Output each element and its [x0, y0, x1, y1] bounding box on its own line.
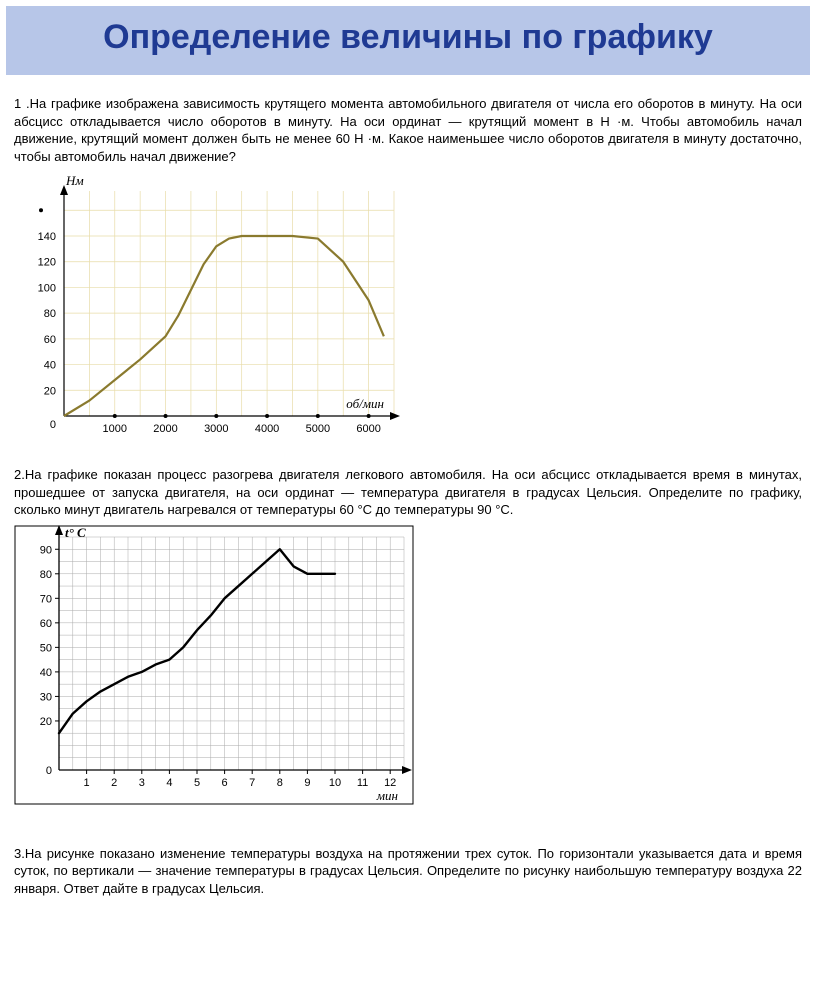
content-area: 1 .На графике изображена зависимость кру…	[0, 75, 816, 913]
problem-2-label: 2.	[14, 467, 25, 482]
problem-2-body: На графике показан процесс разогрева дви…	[14, 467, 802, 517]
svg-text:11: 11	[357, 777, 368, 789]
svg-text:80: 80	[44, 308, 56, 320]
svg-text:10: 10	[329, 777, 341, 789]
svg-text:0: 0	[46, 765, 52, 777]
svg-text:20: 20	[44, 386, 56, 398]
problem-2-text: 2.На графике показан процесс разогрева д…	[14, 466, 802, 519]
problem-1-body: На графике изображена зависимость крутящ…	[14, 96, 802, 164]
svg-text:20: 20	[40, 716, 52, 728]
svg-text:8: 8	[277, 777, 283, 789]
svg-text:6000: 6000	[356, 423, 380, 435]
svg-text:2000: 2000	[153, 423, 177, 435]
svg-text:1000: 1000	[103, 423, 127, 435]
svg-text:140: 140	[38, 231, 56, 243]
svg-text:30: 30	[40, 691, 52, 703]
svg-text:50: 50	[40, 642, 52, 654]
page-header: Определение величины по графику	[6, 6, 810, 75]
svg-text:1: 1	[84, 777, 90, 789]
problem-3-body: На рисунке показано изменение температур…	[14, 846, 802, 896]
svg-text:4: 4	[166, 777, 172, 789]
chart-2: 20304050607080900123456789101112t° Cмин	[14, 525, 802, 805]
svg-text:80: 80	[40, 569, 52, 581]
svg-text:2: 2	[111, 777, 117, 789]
svg-text:60: 60	[40, 618, 52, 630]
chart-1: 20 40 60 80 100 120 140 0 1000 2000 3000 4000 5000 60…	[14, 171, 802, 446]
problem-1-label: 1 .	[14, 96, 30, 111]
svg-text:Нм: Нм	[65, 173, 84, 188]
svg-text:9: 9	[304, 777, 310, 789]
problem-3-label: 3.	[14, 846, 25, 861]
svg-text:40: 40	[44, 360, 56, 372]
svg-text:5: 5	[194, 777, 200, 789]
svg-text:0: 0	[50, 419, 56, 431]
problem-1-text: 1 .На графике изображена зависимость кру…	[14, 95, 802, 165]
svg-text:120: 120	[38, 257, 56, 269]
svg-text:70: 70	[40, 593, 52, 605]
svg-text:100: 100	[38, 283, 56, 295]
svg-text:мин: мин	[376, 788, 398, 803]
page-title: Определение величины по графику	[16, 18, 800, 57]
svg-text:6: 6	[222, 777, 228, 789]
svg-text:60: 60	[44, 334, 56, 346]
svg-text:4000: 4000	[255, 423, 279, 435]
svg-text:об/мин: об/мин	[346, 396, 384, 411]
svg-text:90: 90	[40, 544, 52, 556]
svg-text:5000: 5000	[306, 423, 330, 435]
svg-text:40: 40	[40, 667, 52, 679]
problem-3-text: 3.На рисунке показано изменение температ…	[14, 845, 802, 898]
svg-text:3: 3	[139, 777, 145, 789]
svg-text:7: 7	[249, 777, 255, 789]
svg-text:t° C: t° C	[65, 525, 86, 540]
svg-text:3000: 3000	[204, 423, 228, 435]
